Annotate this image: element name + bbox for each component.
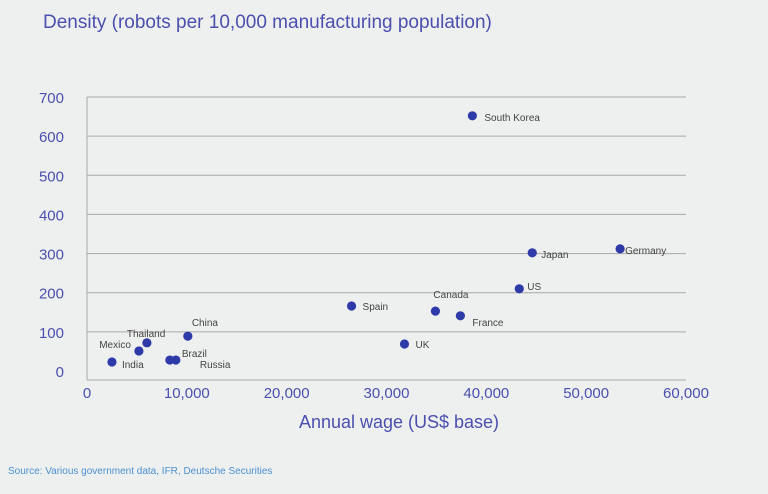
point-label: Spain [363,302,389,313]
point-label: Russia [200,360,231,371]
point-label: Brazil [182,349,207,360]
y-tick-label: 500 [39,168,64,185]
data-point [142,338,152,348]
y-tick-label: 300 [39,247,64,264]
data-point [467,111,477,121]
point-label: China [192,318,219,329]
data-point [183,331,193,341]
data-point [514,284,524,294]
y-tick-label: 200 [39,286,64,303]
x-tick-label: 20,000 [264,385,310,402]
data-point [455,311,465,321]
x-tick-label: 10,000 [164,385,210,402]
y-tick-label: 100 [39,325,64,342]
x-tick-label: 40,000 [463,385,509,402]
point-label: Canada [433,290,468,301]
data-point [527,248,537,258]
source-note: Source: Various government data, IFR, De… [8,466,273,477]
x-tick-label: 0 [83,385,91,402]
x-tick-label: 50,000 [563,385,609,402]
data-point [171,355,181,365]
point-label: Mexico [99,340,131,351]
y-tick-label: 700 [39,90,64,107]
data-point [346,301,357,311]
point-label: France [472,318,504,329]
y-tick-label: 0 [56,364,64,381]
point-label: UK [415,340,429,351]
data-point [134,346,144,356]
point-label: Japan [541,250,568,261]
point-label: Thailand [127,329,165,340]
data-point [107,357,117,367]
point-label: Germany [625,246,666,257]
y-tick-label: 600 [39,129,64,146]
data-point [430,306,441,316]
x-tick-label: 30,000 [364,385,410,402]
x-tick-label: 60,000 [663,385,709,402]
data-point [615,244,625,254]
x-axis-label: Annual wage (US$ base) [299,412,499,432]
point-label: India [122,360,144,371]
point-label: South Korea [484,113,540,124]
data-point [399,339,410,349]
y-tick-label: 400 [39,207,64,224]
point-label: US [527,282,541,293]
chart-title: Density (robots per 10,000 manufacturing… [43,12,492,33]
